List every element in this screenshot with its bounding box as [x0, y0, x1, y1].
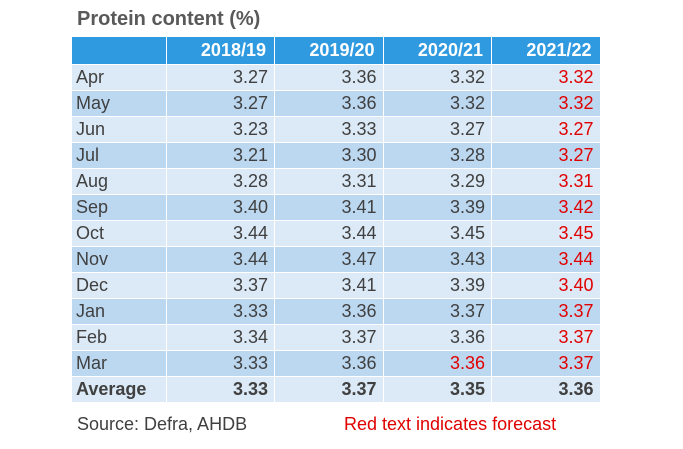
table-row: Jun 3.23 3.33 3.27 3.27	[72, 115, 601, 142]
row-label: Nov	[72, 245, 167, 272]
value-cell: 3.27	[383, 115, 492, 142]
value-cell: 3.36	[383, 323, 492, 350]
value-cell: 3.39	[383, 193, 492, 220]
source-note: Source: Defra, AHDB	[77, 414, 248, 434]
table-row: Jan 3.33 3.36 3.37 3.37	[72, 297, 601, 324]
value-cell: 3.23	[166, 115, 275, 142]
value-cell: 3.44	[166, 219, 275, 246]
value-cell: 3.41	[274, 193, 384, 220]
column-header: 2019/20	[274, 37, 384, 64]
average-value-cell: 3.33	[166, 375, 275, 402]
forecast-value-cell: 3.31	[491, 167, 601, 194]
column-header: 2020/21	[383, 37, 492, 64]
average-row: Average 3.33 3.37 3.35 3.36	[72, 375, 601, 402]
forecast-value-cell: 3.37	[491, 297, 601, 324]
table-row: Dec 3.37 3.41 3.39 3.40	[72, 271, 601, 298]
average-value-cell: 3.37	[274, 375, 384, 402]
table-row: Apr 3.27 3.36 3.32 3.32	[72, 63, 601, 90]
value-cell: 3.43	[383, 245, 492, 272]
forecast-value-cell: 3.27	[491, 115, 601, 142]
forecast-value-cell: 3.40	[491, 271, 601, 298]
row-label: Sep	[72, 193, 167, 220]
value-cell: 3.34	[166, 323, 275, 350]
column-header: 2018/19	[166, 37, 275, 64]
value-cell: 3.37	[166, 271, 275, 298]
value-cell: 3.44	[166, 245, 275, 272]
forecast-value-cell: 3.27	[491, 141, 601, 168]
value-cell: 3.37	[383, 297, 492, 324]
value-cell: 3.37	[274, 323, 384, 350]
value-cell: 3.44	[274, 219, 384, 246]
row-label: Aug	[72, 167, 167, 194]
forecast-value-cell: 3.36	[383, 349, 492, 376]
forecast-note: Red text indicates forecast	[344, 414, 557, 434]
table-row: Aug 3.28 3.31 3.29 3.31	[72, 167, 601, 194]
value-cell: 3.36	[274, 297, 384, 324]
header-corner	[72, 37, 167, 64]
forecast-value-cell: 3.44	[491, 245, 601, 272]
table-row: May 3.27 3.36 3.32 3.32	[72, 89, 601, 116]
value-cell: 3.36	[274, 89, 384, 116]
average-label: Average	[72, 375, 167, 402]
row-label: Jul	[72, 141, 167, 168]
value-cell: 3.32	[383, 63, 492, 90]
average-value-cell: 3.35	[383, 375, 492, 402]
value-cell: 3.27	[166, 89, 275, 116]
forecast-value-cell: 3.45	[491, 219, 601, 246]
value-cell: 3.36	[274, 63, 384, 90]
forecast-value-cell: 3.37	[491, 323, 601, 350]
value-cell: 3.27	[166, 63, 275, 90]
value-cell: 3.31	[274, 167, 384, 194]
value-cell: 3.28	[383, 141, 492, 168]
value-cell: 3.36	[274, 349, 384, 376]
header-row: 2018/19 2019/20 2020/21 2021/22	[72, 37, 601, 64]
table-row: Jul 3.21 3.30 3.28 3.27	[72, 141, 601, 168]
value-cell: 3.45	[383, 219, 492, 246]
row-label: Apr	[72, 63, 167, 90]
table-body: Apr 3.27 3.36 3.32 3.32 May 3.27 3.36 3.32 3.32 Ju…	[72, 63, 601, 402]
row-label: Jan	[72, 297, 167, 324]
row-label: May	[72, 89, 167, 116]
table-row: Mar 3.33 3.36 3.36 3.37	[72, 349, 601, 376]
forecast-value-cell: 3.32	[491, 63, 601, 90]
value-cell: 3.32	[383, 89, 492, 116]
forecast-value-cell: 3.37	[491, 349, 601, 376]
row-label: Jun	[72, 115, 167, 142]
value-cell: 3.41	[274, 271, 384, 298]
value-cell: 3.29	[383, 167, 492, 194]
forecast-value-cell: 3.42	[491, 193, 601, 220]
row-label: Mar	[72, 349, 167, 376]
row-label: Dec	[72, 271, 167, 298]
value-cell: 3.47	[274, 245, 384, 272]
value-cell: 3.39	[383, 271, 492, 298]
row-label: Feb	[72, 323, 167, 350]
table-row: Feb 3.34 3.37 3.36 3.37	[72, 323, 601, 350]
forecast-value-cell: 3.32	[491, 89, 601, 116]
value-cell: 3.28	[166, 167, 275, 194]
table-row: Nov 3.44 3.47 3.43 3.44	[72, 245, 601, 272]
value-cell: 3.30	[274, 141, 384, 168]
value-cell: 3.21	[166, 141, 275, 168]
value-cell: 3.33	[166, 297, 275, 324]
table-title: Protein content (%)	[77, 8, 261, 30]
column-header: 2021/22	[491, 37, 601, 64]
value-cell: 3.40	[166, 193, 275, 220]
value-cell: 3.33	[166, 349, 275, 376]
protein-table: 2018/19 2019/20 2020/21 2021/22 Apr 3.27 3…	[72, 37, 601, 402]
row-label: Oct	[72, 219, 167, 246]
table-row: Oct 3.44 3.44 3.45 3.45	[72, 219, 601, 246]
average-value-cell: 3.36	[491, 375, 601, 402]
value-cell: 3.33	[274, 115, 384, 142]
table-row: Sep 3.40 3.41 3.39 3.42	[72, 193, 601, 220]
